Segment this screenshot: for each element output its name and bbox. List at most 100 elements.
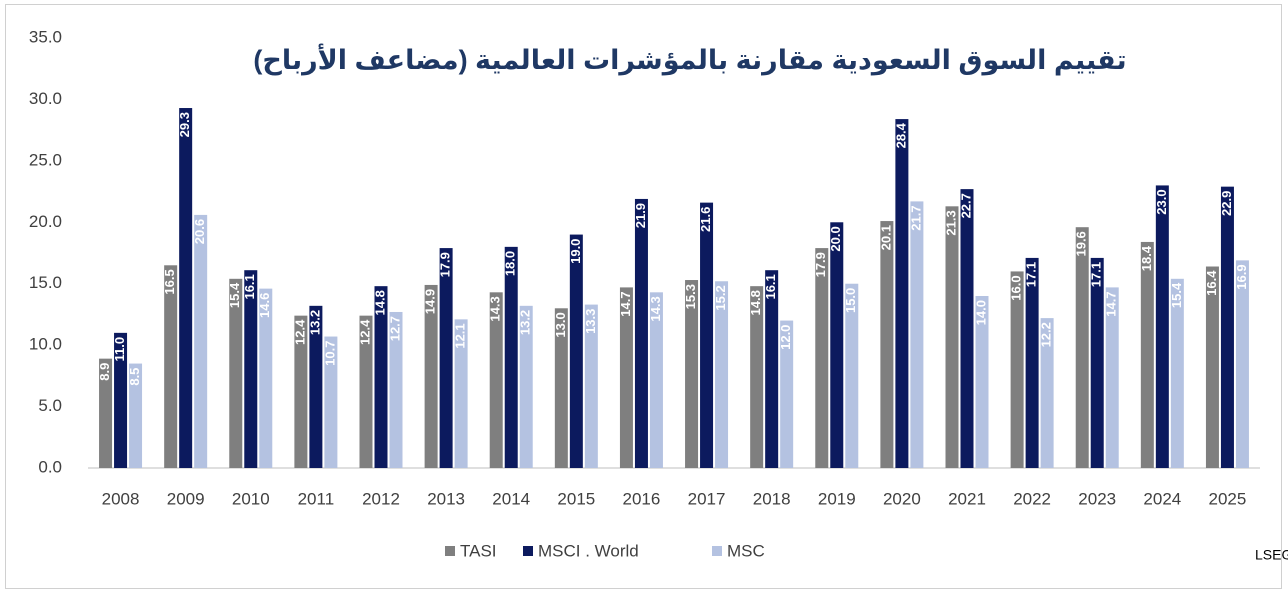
x-tick-label: 2014 xyxy=(492,489,530,508)
bar xyxy=(830,222,844,468)
data-label: 14.0 xyxy=(973,300,988,325)
bar xyxy=(1170,278,1184,468)
x-tick-label: 2016 xyxy=(623,489,661,508)
data-label: 15.4 xyxy=(227,282,242,308)
bar xyxy=(309,305,323,468)
data-label: 19.0 xyxy=(568,239,583,264)
bar xyxy=(164,265,178,468)
data-label: 14.3 xyxy=(648,296,663,321)
x-tick-label: 2018 xyxy=(753,489,791,508)
bar xyxy=(634,198,648,468)
legend-swatch xyxy=(523,546,533,556)
data-label: 17.1 xyxy=(1024,262,1039,287)
data-label: 14.7 xyxy=(618,291,633,316)
y-tick-label: 20.0 xyxy=(29,212,62,231)
bar xyxy=(649,292,663,468)
bar xyxy=(1105,287,1119,468)
bar xyxy=(700,202,714,468)
bar xyxy=(129,363,143,468)
data-label: 17.1 xyxy=(1089,262,1104,287)
x-tick-label: 2017 xyxy=(688,489,726,508)
y-tick-label: 15.0 xyxy=(29,273,62,292)
source-note: مصدر البيانات: LSEG Refinitiv xyxy=(1255,547,1288,564)
x-tick-label: 2019 xyxy=(818,489,856,508)
data-label: 13.2 xyxy=(307,310,322,335)
data-label: 16.1 xyxy=(763,274,778,299)
legend-swatch xyxy=(712,546,722,556)
bar xyxy=(114,332,128,468)
bar xyxy=(359,315,373,468)
bar xyxy=(439,248,453,468)
data-label: 12.0 xyxy=(778,325,793,350)
data-label: 12.2 xyxy=(1039,322,1054,347)
bar xyxy=(389,311,403,468)
bar xyxy=(1090,257,1104,468)
bar xyxy=(519,305,533,468)
bar xyxy=(504,246,518,468)
bar xyxy=(1155,185,1169,468)
data-label: 13.0 xyxy=(553,312,568,337)
data-label: 14.8 xyxy=(748,290,763,315)
x-tick-label: 2022 xyxy=(1013,489,1051,508)
bar xyxy=(765,270,779,468)
x-tick-label: 2008 xyxy=(102,489,140,508)
y-tick-label: 35.0 xyxy=(29,27,62,46)
bar xyxy=(975,296,989,468)
bar xyxy=(1010,271,1024,468)
data-label: 14.8 xyxy=(372,290,387,315)
data-label: 20.1 xyxy=(878,225,893,250)
data-label: 14.7 xyxy=(1104,291,1119,316)
bar xyxy=(424,284,438,468)
bar xyxy=(584,304,598,468)
y-tick-label: 10.0 xyxy=(29,335,62,354)
data-label: 16.0 xyxy=(1009,275,1024,300)
bar xyxy=(229,278,243,468)
data-label: 10.7 xyxy=(322,341,337,366)
bar xyxy=(945,206,959,469)
legend-label: MSC xyxy=(727,541,765,560)
bar xyxy=(244,270,258,468)
data-label: 12.4 xyxy=(357,319,372,345)
data-label: 21.6 xyxy=(698,207,713,232)
bar xyxy=(259,288,273,468)
x-tick-label: 2024 xyxy=(1143,489,1181,508)
data-label: 22.7 xyxy=(958,193,973,218)
bar xyxy=(489,292,503,468)
data-label: 14.3 xyxy=(488,296,503,321)
data-label: 16.1 xyxy=(242,274,257,299)
bar xyxy=(454,319,468,468)
data-label: 29.3 xyxy=(177,112,192,137)
data-label: 12.4 xyxy=(292,319,307,345)
data-label: 20.6 xyxy=(192,219,207,244)
bar xyxy=(1075,227,1089,468)
data-label: 21.7 xyxy=(908,205,923,230)
y-tick-label: 0.0 xyxy=(38,457,62,476)
y-tick-label: 5.0 xyxy=(38,396,62,415)
data-label: 18.0 xyxy=(503,251,518,276)
data-label: 28.4 xyxy=(893,122,908,148)
data-label: 15.3 xyxy=(683,284,698,309)
bar xyxy=(845,283,859,468)
bar xyxy=(619,287,633,468)
legend-swatch xyxy=(445,546,455,556)
chart-title: تقييم السوق السعودية مقارنة بالمؤشرات ال… xyxy=(253,43,1126,76)
bar xyxy=(1205,266,1219,468)
bar xyxy=(179,108,193,469)
x-tick-label: 2023 xyxy=(1078,489,1116,508)
x-tick-label: 2011 xyxy=(298,489,335,508)
x-tick-label: 2010 xyxy=(232,489,270,508)
bar xyxy=(294,315,308,468)
data-label: 15.4 xyxy=(1169,282,1184,308)
x-tick-label: 2021 xyxy=(948,489,986,508)
bar xyxy=(910,201,924,468)
data-label: 11.0 xyxy=(112,337,127,362)
bar xyxy=(815,248,829,468)
legend-label: TASI xyxy=(460,541,497,560)
data-label: 17.9 xyxy=(813,252,828,277)
data-label: 18.4 xyxy=(1139,245,1154,271)
bar xyxy=(554,308,568,468)
data-label: 20.0 xyxy=(828,226,843,251)
bar xyxy=(1040,318,1054,468)
data-label: 21.9 xyxy=(633,203,648,228)
data-label: 13.2 xyxy=(518,310,533,335)
